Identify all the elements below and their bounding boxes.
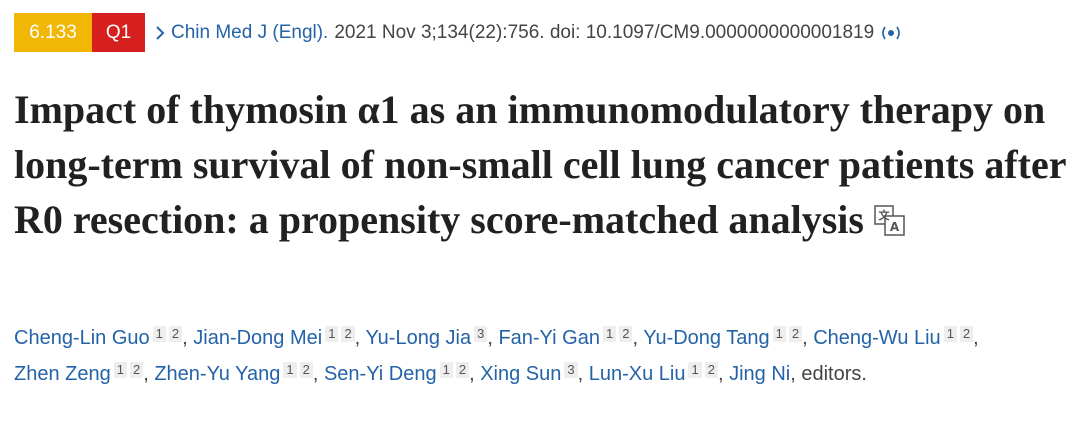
- author-entry: Jian-Dong Mei 1 2,: [193, 326, 361, 349]
- svg-text:A: A: [890, 220, 900, 234]
- affiliation[interactable]: 2: [299, 362, 313, 378]
- author-name[interactable]: Jian-Dong Mei: [193, 327, 323, 349]
- affiliation[interactable]: 3: [564, 362, 578, 378]
- author-entry: Zhen Zeng 1 2,: [14, 362, 149, 385]
- affiliation[interactable]: 2: [168, 326, 183, 342]
- author-entry: Lun-Xu Liu 1 2,: [588, 362, 724, 385]
- affiliation[interactable]: 1: [283, 362, 297, 378]
- author-name[interactable]: Cheng-Lin Guo: [14, 327, 150, 349]
- quartile: Q1: [92, 13, 145, 52]
- author-name[interactable]: Fan-Yi Gan: [498, 327, 600, 349]
- author-name[interactable]: Sen-Yi Deng: [323, 363, 437, 385]
- citation: 2021 Nov 3;134(22):756. doi: 10.1097/CM9…: [334, 21, 875, 43]
- affiliation[interactable]: 1: [439, 362, 453, 378]
- affiliation[interactable]: 1: [772, 326, 786, 342]
- affiliation[interactable]: 1: [688, 362, 702, 378]
- editors-label: editors.: [801, 363, 867, 385]
- author-entry: Yu-Dong Tang 1 2,: [643, 326, 808, 349]
- author-entry: Zhen-Yu Yang 1 2,: [154, 362, 319, 385]
- author-entry: Fan-Yi Gan 1 2,: [498, 326, 638, 349]
- affiliation[interactable]: 1: [602, 326, 617, 342]
- author-name[interactable]: Yu-Dong Tang: [643, 327, 770, 349]
- affiliation[interactable]: 2: [455, 362, 470, 378]
- title-text: Impact of thymosin α1 as an immunomodula…: [14, 87, 1066, 242]
- affiliation[interactable]: 2: [619, 326, 633, 342]
- author-name[interactable]: Lun-Xu Liu: [588, 363, 686, 385]
- translate-icon[interactable]: 文A: [874, 205, 906, 237]
- author-entry: Jing Ni,: [729, 363, 796, 385]
- author-entry: Xing Sun 3,: [480, 362, 584, 385]
- author-name[interactable]: Zhen-Yu Yang: [154, 363, 281, 385]
- affiliation[interactable]: 2: [788, 326, 803, 342]
- author-name[interactable]: Jing Ni: [729, 363, 791, 385]
- author-name[interactable]: Xing Sun: [480, 363, 562, 385]
- author-entry: Sen-Yi Deng 1 2,: [323, 362, 475, 385]
- author-name[interactable]: Cheng-Wu Liu: [813, 327, 941, 349]
- affiliation[interactable]: 2: [959, 326, 974, 342]
- affiliation[interactable]: 1: [943, 326, 957, 342]
- impact-factor: 6.133: [14, 13, 92, 52]
- author-list: Cheng-Lin Guo 1 2, Jian-Dong Mei 1 2, Yu-Lon…: [14, 320, 1080, 392]
- author-entry: Cheng-Wu Liu 1 2,: [813, 326, 979, 349]
- affiliation[interactable]: 1: [113, 362, 127, 378]
- journal-link[interactable]: Chin Med J (Engl).: [171, 21, 329, 43]
- author-name[interactable]: Yu-Long Jia: [365, 327, 472, 349]
- svg-text:文: 文: [878, 208, 890, 222]
- author-entry: Cheng-Lin Guo 1 2,: [14, 326, 188, 349]
- affiliation[interactable]: 1: [325, 326, 339, 342]
- title: Impact of thymosin α1 as an immunomodula…: [14, 82, 1080, 247]
- author-entry: Yu-Long Jia 3,: [365, 326, 493, 349]
- header: 6.133 Q1 Chin Med J (Engl). 2021 Nov 3;1…: [14, 13, 904, 52]
- affiliation[interactable]: 1: [152, 326, 166, 342]
- affiliation[interactable]: 2: [129, 362, 144, 378]
- affiliation[interactable]: 2: [341, 326, 355, 342]
- chevron: [156, 25, 165, 40]
- broadcast-icon: [882, 26, 900, 39]
- affiliation[interactable]: 3: [474, 326, 488, 342]
- author-name[interactable]: Zhen Zeng: [14, 363, 111, 385]
- affiliation[interactable]: 2: [704, 362, 718, 378]
